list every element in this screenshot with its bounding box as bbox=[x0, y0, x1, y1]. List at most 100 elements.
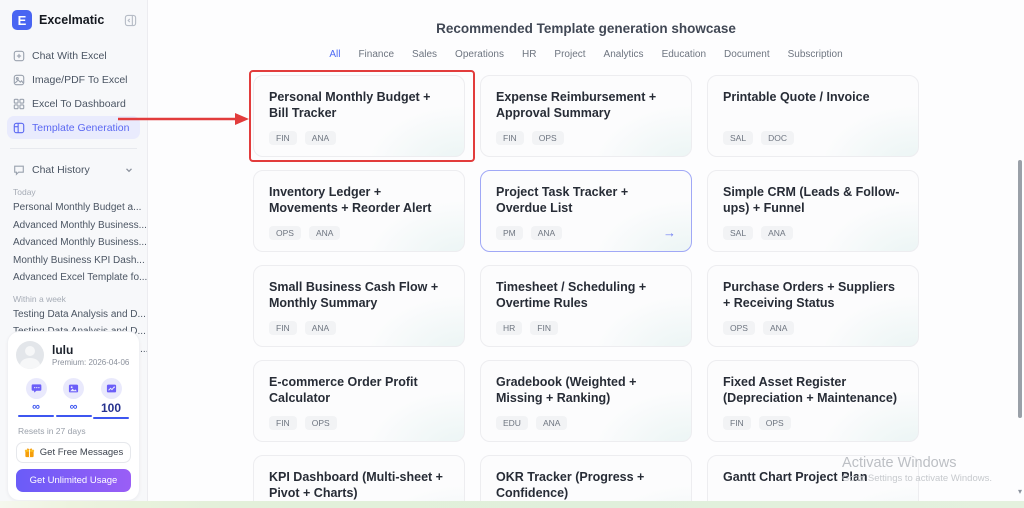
card-title: Fixed Asset Register (Depreciation + Mai… bbox=[723, 375, 897, 406]
template-card-fixed-asset-register-depreciation-maintenance[interactable]: Fixed Asset Register (Depreciation + Mai… bbox=[707, 360, 919, 442]
desktop-edge bbox=[0, 501, 1024, 508]
template-card-printable-quote-invoice[interactable]: Printable Quote / Invoice SAL DOC bbox=[707, 75, 919, 157]
card-title: Simple CRM (Leads & Follow-ups) + Funnel bbox=[723, 185, 900, 216]
history-item[interactable]: Advanced Monthly Business... bbox=[13, 219, 147, 231]
gift-icon bbox=[24, 447, 35, 458]
history-item[interactable]: Advanced Monthly Business... bbox=[13, 237, 147, 248]
card-tags: OPS ANA bbox=[269, 226, 449, 240]
sidebar-item-label: Chat With Excel bbox=[32, 49, 107, 62]
sidebar-item-image-pdf-to-excel[interactable]: Image/PDF To Excel bbox=[7, 68, 140, 91]
sidebar-item-label: Image/PDF To Excel bbox=[32, 73, 128, 86]
user-name: lulu bbox=[52, 343, 74, 357]
chat-history-toggle[interactable]: Chat History bbox=[0, 158, 147, 180]
page-title: Recommended Template generation showcase bbox=[436, 21, 736, 36]
scrollbar-down-arrow[interactable]: ▾ bbox=[1017, 487, 1022, 496]
tag-ana: ANA bbox=[304, 321, 337, 335]
tag-doc: DOC bbox=[761, 131, 794, 145]
tag-fin: FIN bbox=[530, 321, 558, 335]
card-title: OKR Tracker (Progress + Confidence) bbox=[496, 470, 645, 501]
card-title: Small Business Cash Flow + Monthly Summa… bbox=[269, 280, 439, 311]
template-card-purchase-orders-suppliers-receiving-status[interactable]: Purchase Orders + Suppliers + Receiving … bbox=[707, 265, 919, 347]
history-item[interactable]: Advanced Excel Template fo... bbox=[13, 272, 147, 283]
tag-ops: OPS bbox=[304, 416, 337, 430]
tab-education[interactable]: Education bbox=[661, 49, 707, 60]
tag-ana: ANA bbox=[535, 416, 568, 430]
profile-summary: lulu Premium: 2026-04-06 bbox=[16, 341, 131, 369]
tab-hr[interactable]: HR bbox=[521, 49, 537, 60]
excelmatic-logo: E bbox=[12, 10, 32, 30]
get-free-messages-button[interactable]: Get Free Messages bbox=[16, 442, 131, 463]
sidebar-item-chat-with-excel[interactable]: Chat With Excel bbox=[7, 44, 140, 67]
quota-value: 100 bbox=[100, 401, 122, 415]
history-item[interactable]: Monthly Business KPI Dash... bbox=[13, 254, 145, 266]
tag-ops: OPS bbox=[758, 416, 791, 430]
template-card-inventory-ledger-movements-reorder-alert[interactable]: Inventory Ledger + Movements + Reorder A… bbox=[253, 170, 465, 252]
tag-ana: ANA bbox=[762, 321, 795, 335]
tag-fin: FIN bbox=[723, 416, 751, 430]
tag-sal: SAL bbox=[723, 226, 754, 240]
scrollbar-thumb[interactable] bbox=[1018, 160, 1022, 418]
card-tags: SAL ANA bbox=[723, 226, 903, 240]
template-card-expense-reimbursement-approval-summary[interactable]: Expense Reimbursement + Approval Summary… bbox=[480, 75, 692, 157]
template-card-gradebook-weighted-missing-ranking[interactable]: Gradebook (Weighted + Missing + Ranking)… bbox=[480, 360, 692, 442]
tag-hr: HR bbox=[496, 321, 523, 335]
quota-underline bbox=[93, 417, 129, 419]
sidebar-item-label: Template Generation bbox=[32, 121, 130, 134]
template-card-small-business-cash-flow-monthly-summary[interactable]: Small Business Cash Flow + Monthly Summa… bbox=[253, 265, 465, 347]
card-title: Printable Quote / Invoice bbox=[723, 90, 870, 104]
card-tags: FIN ANA bbox=[269, 131, 449, 145]
chevron-down-icon bbox=[124, 165, 134, 175]
dashboard-icon bbox=[13, 98, 25, 110]
tag-ana: ANA bbox=[530, 226, 563, 240]
app-title: Excelmatic bbox=[39, 13, 105, 27]
tab-sales[interactable]: Sales bbox=[412, 49, 438, 60]
resets-note: Resets in 27 days bbox=[18, 426, 86, 436]
tab-all[interactable]: All bbox=[329, 49, 341, 60]
card-tags: FIN ANA bbox=[269, 321, 449, 335]
history-item[interactable]: Testing Data Analysis and D... bbox=[13, 308, 146, 320]
tag-pm: PM bbox=[496, 226, 523, 240]
sidebar-item-template-generation[interactable]: Template Generation bbox=[7, 116, 140, 139]
template-grid: Personal Monthly Budget + Bill Tracker FI… bbox=[249, 70, 919, 508]
tab-project[interactable]: Project bbox=[554, 49, 586, 60]
sidebar-item-excel-to-dashboard[interactable]: Excel To Dashboard bbox=[7, 92, 140, 115]
sidebar-header: E Excelmatic bbox=[0, 0, 147, 36]
sidebar-item-label: Excel To Dashboard bbox=[32, 97, 126, 110]
card-title: Project Task Tracker + Overdue List bbox=[496, 185, 629, 216]
collapse-sidebar-icon[interactable] bbox=[124, 14, 137, 27]
tab-analytics[interactable]: Analytics bbox=[603, 49, 644, 60]
template-card-project-task-tracker-overdue-list[interactable]: Project Task Tracker + Overdue List PM ANA… bbox=[480, 170, 692, 252]
card-title: Gradebook (Weighted + Missing + Ranking) bbox=[496, 375, 637, 406]
card-tags: FIN OPS bbox=[269, 416, 449, 430]
tab-finance[interactable]: Finance bbox=[358, 49, 395, 60]
get-unlimited-usage-button[interactable]: Get Unlimited Usage bbox=[16, 469, 131, 492]
chat-history-label: Chat History bbox=[32, 164, 90, 176]
quota-stat-chat-bubble: ∞ bbox=[18, 378, 54, 419]
tag-fin: FIN bbox=[269, 321, 297, 335]
tag-fin: FIN bbox=[269, 131, 297, 145]
tag-ana: ANA bbox=[304, 131, 337, 145]
history-group-label: Today bbox=[13, 187, 36, 197]
quota-value: ∞ bbox=[32, 401, 40, 413]
tab-document[interactable]: Document bbox=[724, 49, 770, 60]
template-card-timesheet-scheduling-overtime-rules[interactable]: Timesheet / Scheduling + Overtime Rules H… bbox=[480, 265, 692, 347]
sidebar: E Excelmatic Chat With Excel Image/PDF To… bbox=[0, 0, 148, 508]
history-item[interactable]: Personal Monthly Budget a... bbox=[13, 202, 142, 213]
quota-stat-trend-chart: 100 bbox=[93, 378, 129, 419]
image-icon bbox=[13, 74, 25, 86]
tab-subscription[interactable]: Subscription bbox=[787, 49, 843, 60]
open-template-arrow-icon[interactable]: → bbox=[663, 225, 676, 240]
template-card-e-commerce-order-profit-calculator[interactable]: E-commerce Order Profit Calculator FIN OPS bbox=[253, 360, 465, 442]
template-card-simple-crm-leads-follow-ups-funnel[interactable]: Simple CRM (Leads & Follow-ups) + Funnel… bbox=[707, 170, 919, 252]
tag-ana: ANA bbox=[308, 226, 341, 240]
chat-bubble-icon bbox=[25, 378, 47, 399]
tab-operations[interactable]: Operations bbox=[455, 49, 504, 60]
tag-ops: OPS bbox=[269, 226, 301, 240]
card-title: Inventory Ledger + Movements + Reorder A… bbox=[269, 185, 432, 216]
tag-fin: FIN bbox=[496, 131, 524, 145]
template-card-personal-monthly-budget-bill-tracker[interactable]: Personal Monthly Budget + Bill Tracker FI… bbox=[249, 70, 475, 162]
card-tags: FIN OPS bbox=[496, 131, 676, 145]
divider bbox=[10, 148, 137, 149]
quota-underline bbox=[18, 415, 54, 417]
